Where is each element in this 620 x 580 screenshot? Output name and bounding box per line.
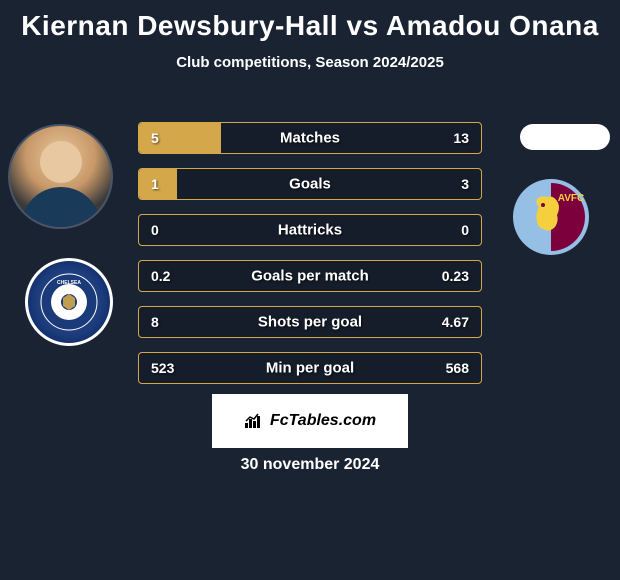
comparison-date: 30 november 2024 xyxy=(241,456,380,474)
player-left-avatar xyxy=(8,124,113,229)
stat-value-left: 523 xyxy=(151,360,174,376)
svg-text:CHELSEA: CHELSEA xyxy=(57,280,81,286)
stat-row: 523 568 Min per goal xyxy=(138,352,482,384)
attribution-text: FcTables.com xyxy=(270,412,376,430)
stat-row: 5 13 Matches xyxy=(138,122,482,154)
stat-value-left: 0 xyxy=(151,222,159,238)
stat-value-left: 1 xyxy=(151,176,159,192)
stat-value-right: 568 xyxy=(446,360,469,376)
player-right-avatar xyxy=(520,124,610,150)
comparison-title: Kiernan Dewsbury-Hall vs Amadou Onana xyxy=(0,0,620,42)
attribution-badge: FcTables.com xyxy=(212,394,408,448)
club-right-badge: AVFC xyxy=(500,176,602,258)
club-left-badge: CHELSEA xyxy=(25,258,113,346)
stat-value-right: 3 xyxy=(461,176,469,192)
stat-label: Shots per goal xyxy=(258,314,362,331)
stat-label: Hattricks xyxy=(278,222,342,239)
stat-value-left: 8 xyxy=(151,314,159,330)
stat-row: 1 3 Goals xyxy=(138,168,482,200)
stat-row: 8 4.67 Shots per goal xyxy=(138,306,482,338)
stat-label: Min per goal xyxy=(266,360,354,377)
stat-value-right: 4.67 xyxy=(442,314,469,330)
stat-value-right: 0 xyxy=(461,222,469,238)
stat-value-left: 0.2 xyxy=(151,268,170,284)
club-right-badge-text: AVFC xyxy=(558,193,584,204)
stat-value-left: 5 xyxy=(151,130,159,146)
stats-container: 513Matches13Goals00Hattricks0.20.23Goals… xyxy=(138,122,482,398)
stat-value-right: 0.23 xyxy=(442,268,469,284)
stat-label: Goals xyxy=(289,176,331,193)
stat-label: Matches xyxy=(280,130,340,147)
stat-row: 0.2 0.23 Goals per match xyxy=(138,260,482,292)
comparison-subtitle: Club competitions, Season 2024/2025 xyxy=(0,54,620,71)
stat-value-right: 13 xyxy=(453,130,469,146)
stat-label: Goals per match xyxy=(251,268,369,285)
stat-row: 0 0 Hattricks xyxy=(138,214,482,246)
chart-icon xyxy=(244,413,264,429)
